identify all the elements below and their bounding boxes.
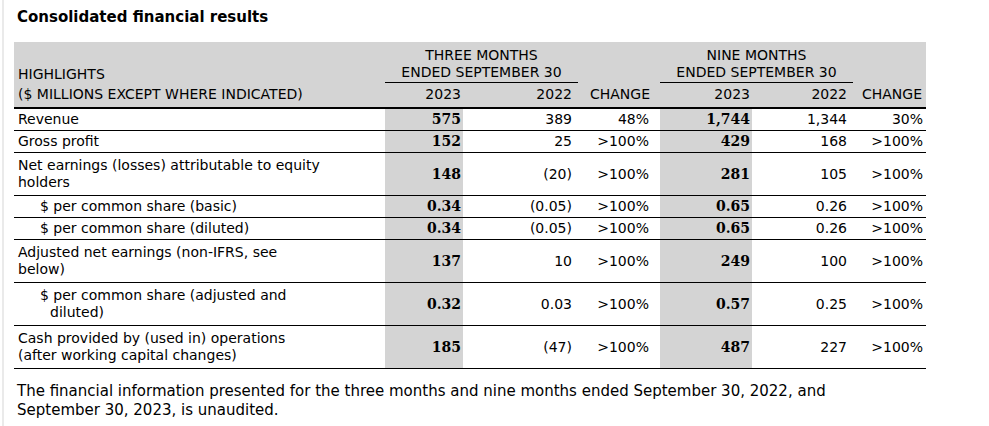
cell-three-months-2022: 0.03: [463, 283, 578, 326]
cell-three-months-2022: 10: [463, 240, 578, 283]
table-row: $ per common share (basic) 0.34 (0.05) >…: [14, 196, 926, 218]
cell-nine-months-2023: 0.65: [660, 218, 752, 240]
group-header-nine-months: NINE MONTHS: [660, 42, 853, 64]
cell-nine-months-change: >100%: [853, 196, 926, 218]
page-title: Consolidated financial results: [17, 8, 989, 26]
cell-nine-months-change: >100%: [853, 240, 926, 283]
cell-three-months-2023: 0.34: [385, 196, 463, 218]
cell-three-months-2022: (20): [463, 153, 578, 196]
cell-three-months-change: >100%: [578, 218, 654, 240]
millions-note-label: ($ MILLIONS EXCEPT WHERE INDICATED): [14, 84, 385, 108]
col-header-three-months-2023: 2023: [385, 84, 463, 108]
three-months-period-cell: ENDED SEPTEMBER 30: [385, 64, 578, 84]
table-row: Revenue 575 389 48% 1,744 1,344 30%: [14, 108, 926, 131]
cell-nine-months-2022: 0.26: [752, 196, 853, 218]
table-row: Net earnings (losses) attributable to eq…: [14, 153, 926, 196]
col-header-nine-months-2022: 2022: [752, 84, 853, 108]
ended-september-underline: ENDED SEPTEMBER 30: [660, 64, 853, 83]
table-row: Gross profit 152 25 >100% 429 168 >100%: [14, 131, 926, 153]
cell-three-months-2022: (0.05): [463, 196, 578, 218]
cell-three-months-change: 48%: [578, 108, 654, 131]
row-label: $ per common share (diluted): [14, 218, 385, 240]
header-row-period: HIGHLIGHTS ENDED SEPTEMBER 30 ENDED SEPT…: [14, 64, 926, 84]
cell-three-months-2023: 575: [385, 108, 463, 131]
cell-nine-months-2022: 227: [752, 326, 853, 369]
header-spacer: [578, 64, 654, 84]
cell-three-months-change: >100%: [578, 196, 654, 218]
row-label: Adjusted net earnings (non-IFRS, see bel…: [14, 240, 385, 283]
cell-three-months-2023: 185: [385, 326, 463, 369]
cell-nine-months-change: >100%: [853, 131, 926, 153]
col-header-three-months-change: CHANGE: [578, 84, 654, 108]
cell-nine-months-2023: 0.65: [660, 196, 752, 218]
table-body: Revenue 575 389 48% 1,744 1,344 30% Gros…: [14, 108, 926, 369]
nine-months-period-cell: ENDED SEPTEMBER 30: [660, 64, 853, 84]
cell-three-months-change: >100%: [578, 153, 654, 196]
col-header-nine-months-change: CHANGE: [853, 84, 926, 108]
header-row-years: ($ MILLIONS EXCEPT WHERE INDICATED) 2023…: [14, 84, 926, 108]
cell-nine-months-2023: 1,744: [660, 108, 752, 131]
cell-nine-months-2023: 429: [660, 131, 752, 153]
cell-nine-months-2022: 105: [752, 153, 853, 196]
cell-nine-months-2022: 0.26: [752, 218, 853, 240]
row-label: Cash provided by (used in) operations (a…: [14, 326, 385, 369]
cell-nine-months-2023: 487: [660, 326, 752, 369]
col-header-nine-months-2023: 2023: [660, 84, 752, 108]
cell-nine-months-2022: 100: [752, 240, 853, 283]
cell-three-months-2022: 25: [463, 131, 578, 153]
cell-three-months-change: >100%: [578, 240, 654, 283]
header-row-group: THREE MONTHS NINE MONTHS: [14, 42, 926, 64]
cell-nine-months-2023: 0.57: [660, 283, 752, 326]
cell-three-months-2022: (47): [463, 326, 578, 369]
unaudited-footnote: The financial information presented for …: [17, 382, 947, 419]
window-edge-line: [2, 0, 4, 426]
cell-three-months-2023: 137: [385, 240, 463, 283]
row-label: Gross profit: [14, 131, 385, 153]
header-spacer: [853, 42, 926, 64]
cell-three-months-2023: 148: [385, 153, 463, 196]
table-row: $ per common share (diluted) 0.34 (0.05)…: [14, 218, 926, 240]
cell-three-months-2023: 0.34: [385, 218, 463, 240]
cell-three-months-2023: 152: [385, 131, 463, 153]
cell-nine-months-change: >100%: [853, 283, 926, 326]
table-row: $ per common share (adjusted and diluted…: [14, 283, 926, 326]
header-spacer: [14, 42, 385, 64]
cell-nine-months-2022: 1,344: [752, 108, 853, 131]
ended-september-underline: ENDED SEPTEMBER 30: [385, 64, 578, 83]
cell-nine-months-2023: 249: [660, 240, 752, 283]
row-label: Net earnings (losses) attributable to eq…: [14, 153, 385, 196]
cell-nine-months-2022: 0.25: [752, 283, 853, 326]
table-row: Cash provided by (used in) operations (a…: [14, 326, 926, 369]
cell-three-months-2022: (0.05): [463, 218, 578, 240]
row-label: $ per common share (basic): [14, 196, 385, 218]
col-header-three-months-2022: 2022: [463, 84, 578, 108]
cell-three-months-change: >100%: [578, 131, 654, 153]
row-label: Revenue: [14, 108, 385, 131]
table-header: THREE MONTHS NINE MONTHS HIGHLIGHTS ENDE…: [14, 42, 926, 108]
header-spacer: [853, 64, 926, 84]
highlights-label: HIGHLIGHTS: [14, 64, 385, 84]
cell-nine-months-change: 30%: [853, 108, 926, 131]
cell-nine-months-2022: 168: [752, 131, 853, 153]
cell-nine-months-change: >100%: [853, 153, 926, 196]
cell-nine-months-change: >100%: [853, 326, 926, 369]
financial-results-table: THREE MONTHS NINE MONTHS HIGHLIGHTS ENDE…: [14, 42, 926, 369]
group-header-three-months: THREE MONTHS: [385, 42, 578, 64]
cell-nine-months-2023: 281: [660, 153, 752, 196]
cell-three-months-2023: 0.32: [385, 283, 463, 326]
header-spacer: [578, 42, 654, 64]
row-label: $ per common share (adjusted and diluted…: [14, 283, 385, 326]
cell-three-months-2022: 389: [463, 108, 578, 131]
table-row: Adjusted net earnings (non-IFRS, see bel…: [14, 240, 926, 283]
cell-nine-months-change: >100%: [853, 218, 926, 240]
cell-three-months-change: >100%: [578, 283, 654, 326]
cell-three-months-change: >100%: [578, 326, 654, 369]
